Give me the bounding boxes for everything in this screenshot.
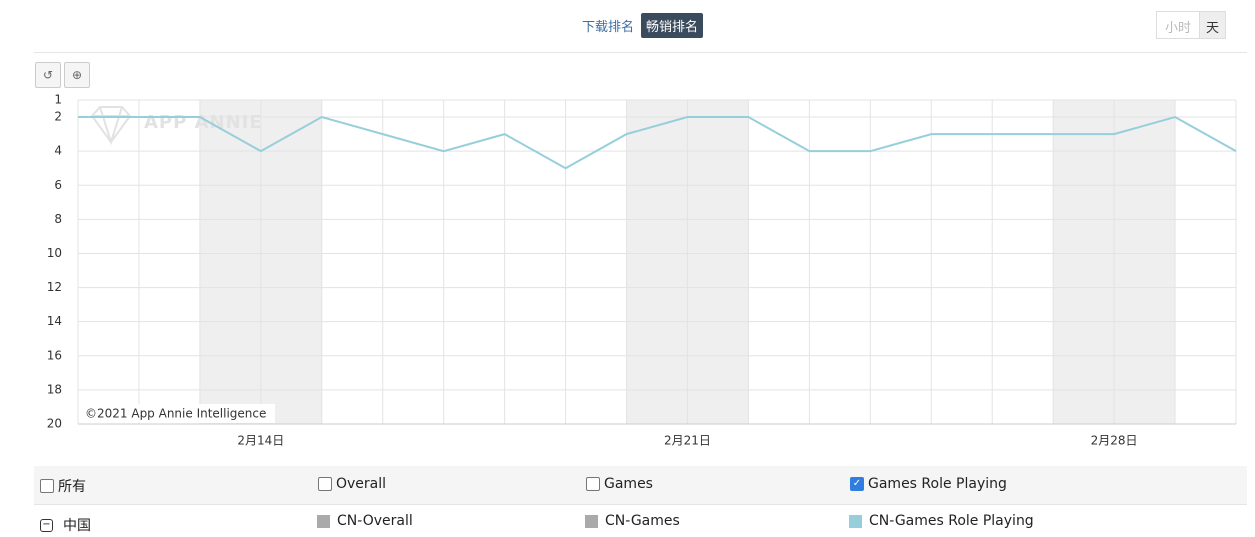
legend-row-series: − 中国 CN-Overall CN-Games CN-Games Role Playi… (34, 505, 1247, 537)
filter[interactable]: 所有 (40, 476, 86, 496)
filter-label: Overall (336, 476, 387, 492)
collapse-icon[interactable]: − (40, 518, 53, 532)
filter[interactable]: Overall (318, 476, 386, 492)
y-tick-label: 10 (47, 246, 62, 260)
zoom-button[interactable]: ⊕ (64, 62, 90, 88)
legend-swatch (585, 514, 598, 528)
y-tick-label: 14 (47, 314, 62, 328)
legend-entry[interactable]: CN-Overall (317, 513, 413, 529)
country-label: 中国 (63, 518, 91, 534)
x-tick-label: 2月28日 (1091, 434, 1138, 448)
x-tick-label: 2月14日 (237, 434, 284, 448)
checkbox[interactable]: ✓ (850, 477, 864, 491)
y-tick-label: 16 (47, 348, 62, 362)
filter-label: 所有 (58, 479, 86, 495)
y-tick-label: 4 (54, 144, 62, 158)
tab[interactable]: 下载排名 (582, 20, 635, 35)
y-tick-label: 8 (54, 212, 62, 226)
checkbox[interactable] (318, 477, 332, 491)
country[interactable]: − 中国 (40, 515, 91, 535)
filter-label: Games Role Playing (868, 476, 1007, 492)
legend-swatch (317, 514, 330, 528)
y-tick-label: 6 (54, 178, 62, 192)
filter-label: Games (604, 476, 653, 492)
credit: ©2021 App Annie Intelligence (85, 407, 266, 421)
x-tick-label: 2月21日 (664, 434, 711, 448)
series-line (78, 115, 1237, 170)
credit-bg (80, 404, 275, 423)
tab[interactable]: 畅销排名 (641, 13, 704, 38)
hour-button[interactable]: 小时 (1157, 12, 1201, 38)
y-tick-label: 18 (47, 382, 62, 396)
y-tick-label: 20 (47, 417, 62, 431)
granularity: 小时 天 (1156, 11, 1227, 39)
y-tick-label: 12 (47, 280, 62, 294)
legend-label: CN-Games Role Playing (869, 513, 1034, 529)
legend-swatch (849, 514, 862, 528)
legend-label: CN-Overall (337, 513, 413, 529)
y-tick-label: 1 (54, 93, 62, 107)
day-button[interactable]: 天 (1200, 12, 1226, 38)
y-tick-label: 2 (54, 110, 62, 124)
legend-entry[interactable]: CN-Games Role Playing (849, 513, 1034, 529)
filter[interactable]: ✓ Games Role Playing (850, 476, 1007, 492)
legend-row-filters: 所有 Overall Games ✓ Games Role Playing (34, 466, 1247, 505)
checkbox[interactable] (40, 479, 54, 493)
divider (34, 52, 1247, 53)
reset-button[interactable]: ↺ (35, 62, 61, 88)
filter[interactable]: Games (586, 476, 653, 492)
legend-label: CN-Games (605, 513, 680, 529)
watermark: APP ANNIE (144, 112, 263, 133)
legend-entry[interactable]: CN-Games (585, 513, 680, 529)
watermark-logo (90, 106, 132, 146)
checkbox[interactable] (586, 477, 600, 491)
